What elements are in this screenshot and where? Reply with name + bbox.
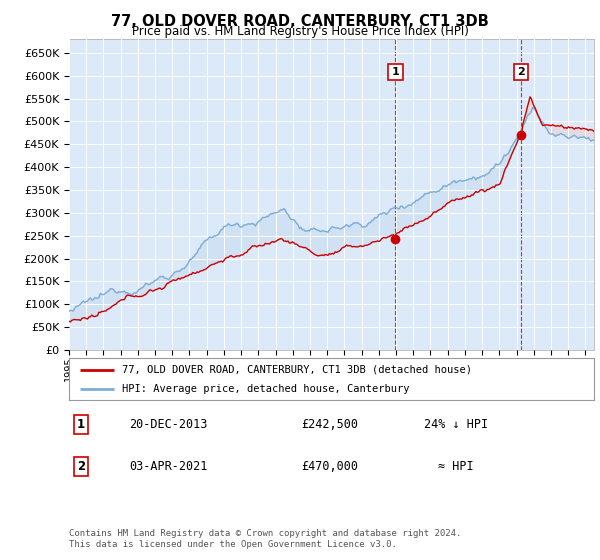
Text: 24% ↓ HPI: 24% ↓ HPI xyxy=(424,418,488,431)
Text: 2: 2 xyxy=(77,460,85,473)
Text: 77, OLD DOVER ROAD, CANTERBURY, CT1 3DB: 77, OLD DOVER ROAD, CANTERBURY, CT1 3DB xyxy=(111,14,489,29)
Text: 1: 1 xyxy=(77,418,85,431)
Text: £242,500: £242,500 xyxy=(302,418,359,431)
Text: 03-APR-2021: 03-APR-2021 xyxy=(129,460,207,473)
Text: HPI: Average price, detached house, Canterbury: HPI: Average price, detached house, Cant… xyxy=(121,384,409,394)
Text: 1: 1 xyxy=(391,67,399,77)
Text: 77, OLD DOVER ROAD, CANTERBURY, CT1 3DB (detached house): 77, OLD DOVER ROAD, CANTERBURY, CT1 3DB … xyxy=(121,365,472,375)
Text: Contains HM Land Registry data © Crown copyright and database right 2024.
This d: Contains HM Land Registry data © Crown c… xyxy=(69,529,461,549)
Text: 20-DEC-2013: 20-DEC-2013 xyxy=(129,418,207,431)
Text: 2: 2 xyxy=(517,67,525,77)
Text: Price paid vs. HM Land Registry's House Price Index (HPI): Price paid vs. HM Land Registry's House … xyxy=(131,25,469,38)
Text: ≈ HPI: ≈ HPI xyxy=(438,460,474,473)
Text: £470,000: £470,000 xyxy=(302,460,359,473)
